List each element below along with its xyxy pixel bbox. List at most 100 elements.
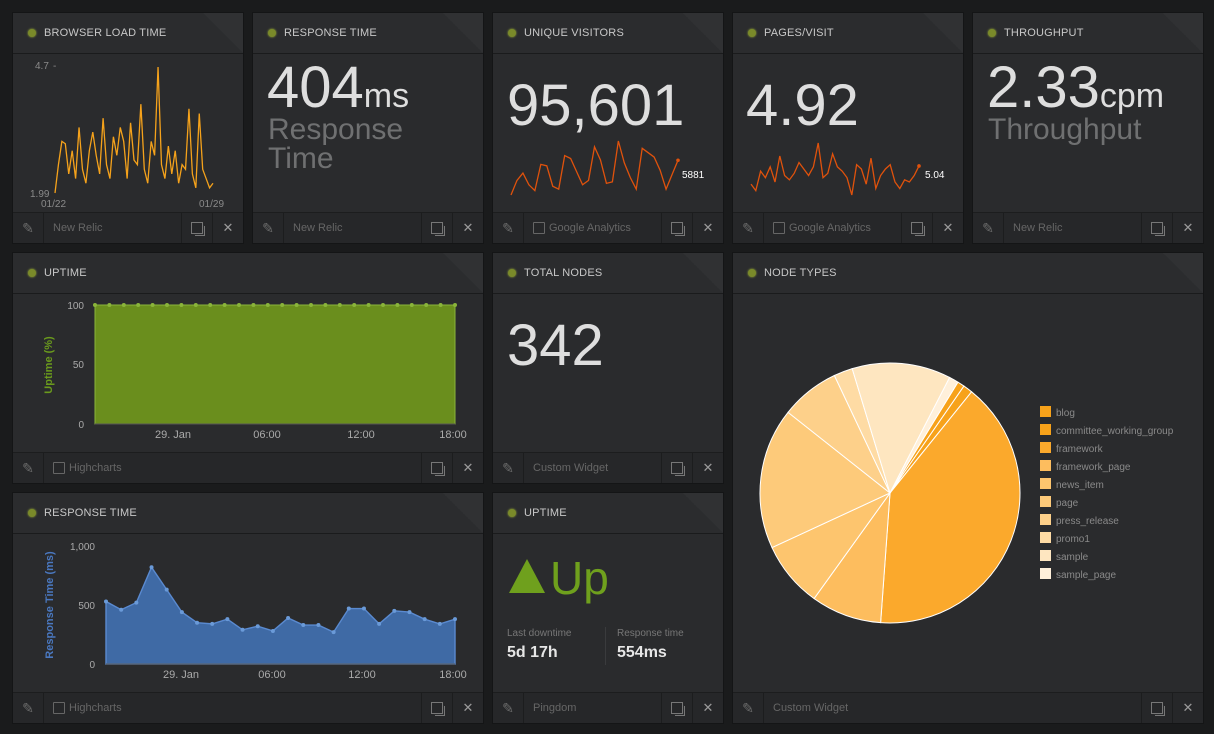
widget-header[interactable]: RESPONSE TIME <box>253 13 483 54</box>
x-tick: 29. Jan <box>163 669 199 681</box>
widget-title: BROWSER LOAD TIME <box>44 27 167 39</box>
uptime-point <box>237 303 241 307</box>
widget-footer: ✎ Highcharts ✕ <box>13 692 483 723</box>
widget-header[interactable]: NODE TYPES <box>733 253 1203 294</box>
throughput-subtitle: Throughput <box>988 113 1142 146</box>
widget-header[interactable]: UPTIME <box>13 253 483 294</box>
uptime-point <box>309 303 313 307</box>
pages-visit-last-point <box>917 164 921 168</box>
widget-header[interactable]: UNIQUE VISITORS <box>493 13 723 54</box>
uptime-point <box>179 303 184 307</box>
uptime-point <box>337 303 342 307</box>
widget-header[interactable]: UPTIME <box>493 493 723 534</box>
pages-visit-sparkline: 5.04 <box>750 142 945 196</box>
legend-item-sample[interactable]: sample <box>1056 552 1089 563</box>
response-time-point <box>134 600 139 605</box>
edit-pencil-icon[interactable]: ✎ <box>253 213 284 243</box>
edit-pencil-icon[interactable]: ✎ <box>493 693 524 723</box>
uptime-point <box>438 303 443 307</box>
y-tick: 0 <box>89 660 95 671</box>
browser-load-time-widget: BROWSER LOAD TIME 4.7 - 1.99 01/22 01/29… <box>12 12 244 244</box>
close-icon[interactable]: ✕ <box>1182 220 1194 235</box>
status-dot-icon <box>508 29 516 37</box>
total-nodes-value: 342 <box>507 313 604 378</box>
last-downtime-value: 5d 17h <box>507 644 558 661</box>
widget-title: TOTAL NODES <box>524 267 603 279</box>
legend-item-promo1[interactable]: promo1 <box>1056 534 1090 545</box>
edit-pencil-icon[interactable]: ✎ <box>493 213 524 243</box>
duplicate-icon[interactable] <box>901 213 933 243</box>
duplicate-icon[interactable] <box>1141 213 1173 243</box>
x-tick: 06:00 <box>258 669 286 681</box>
uptime-y-axis-title: Uptime (%) <box>43 336 55 394</box>
close-icon[interactable]: ✕ <box>462 220 474 235</box>
duplicate-icon[interactable] <box>661 453 693 483</box>
browser-load-line <box>54 66 214 194</box>
widget-header[interactable]: PAGES/VISIT <box>733 13 963 54</box>
legend-item-page[interactable]: page <box>1056 498 1079 509</box>
uptime-point <box>265 303 270 307</box>
pie-slice-sample-page[interactable] <box>889 376 959 494</box>
response-time-widget: RESPONSE TIME 404ms Response Time ✎ New … <box>252 12 484 244</box>
legend-item-press-release[interactable]: press_release <box>1056 516 1119 527</box>
node-types-pie-chart: blog committee_working_group framework fram… <box>759 362 1174 624</box>
response-time-point <box>361 606 366 611</box>
close-icon[interactable]: ✕ <box>222 220 234 235</box>
widget-title: PAGES/VISIT <box>764 27 834 39</box>
widget-footer: ✎ Highcharts ✕ <box>13 452 483 483</box>
edit-pencil-icon[interactable]: ✎ <box>13 693 44 723</box>
edit-pencil-icon[interactable]: ✎ <box>13 453 44 483</box>
close-icon[interactable]: ✕ <box>702 700 714 715</box>
close-icon[interactable]: ✕ <box>462 700 474 715</box>
widget-title: RESPONSE TIME <box>284 27 377 39</box>
y-tick: 500 <box>78 601 95 612</box>
pie-slice-page[interactable] <box>759 411 891 549</box>
response-time-point <box>225 617 230 622</box>
uptime-point <box>323 303 328 307</box>
status-dot-icon <box>28 29 36 37</box>
source-label: Custom Widget <box>533 462 609 474</box>
uptime-point <box>366 303 371 307</box>
x-tick: 12:00 <box>348 669 376 681</box>
uptime-point <box>136 303 141 307</box>
close-icon[interactable]: ✕ <box>942 220 954 235</box>
duplicate-icon[interactable] <box>421 693 453 723</box>
legend-item-framework-page[interactable]: framework_page <box>1056 462 1131 473</box>
duplicate-icon[interactable] <box>181 213 213 243</box>
widget-header[interactable]: TOTAL NODES <box>493 253 723 294</box>
response-time-subtitle: Response Time <box>268 113 404 175</box>
response-time-point <box>331 630 336 635</box>
close-icon[interactable]: ✕ <box>462 460 474 475</box>
edit-pencil-icon[interactable]: ✎ <box>973 213 1004 243</box>
legend-item-blog[interactable]: blog <box>1056 408 1075 419</box>
status-dot-icon <box>748 269 756 277</box>
uptime-chart-widget: UPTIME Uptime (%) 100 50 0 29. Jan 06:00… <box>12 252 484 484</box>
pie-slice-framework[interactable] <box>880 391 1021 624</box>
duplicate-icon[interactable] <box>421 213 453 243</box>
legend-item-framework[interactable]: framework <box>1056 444 1104 455</box>
widget-footer: ✎ Pingdom ✕ <box>493 692 723 723</box>
widget-header[interactable]: THROUGHPUT <box>973 13 1203 54</box>
edit-pencil-icon[interactable]: ✎ <box>493 453 524 483</box>
uptime-point <box>251 303 256 307</box>
duplicate-icon[interactable] <box>661 693 693 723</box>
edit-pencil-icon[interactable]: ✎ <box>13 213 44 243</box>
pie-slice-sample[interactable] <box>851 362 951 495</box>
widget-footer: ✎ Custom Widget ✕ <box>493 452 723 483</box>
close-icon[interactable]: ✕ <box>702 460 714 475</box>
legend-item-sample-page[interactable]: sample_page <box>1056 570 1116 581</box>
uptime-status-widget: UPTIME Up Last downtime 5d 17h Response … <box>492 492 724 724</box>
close-icon[interactable]: ✕ <box>702 220 714 235</box>
status-dot-icon <box>748 29 756 37</box>
close-icon[interactable]: ✕ <box>1182 700 1194 715</box>
legend-item-news-item[interactable]: news_item <box>1056 480 1104 491</box>
legend-item-committee-working-group[interactable]: committee_working_group <box>1056 426 1174 437</box>
duplicate-icon[interactable] <box>421 453 453 483</box>
edit-pencil-icon[interactable]: ✎ <box>733 213 764 243</box>
duplicate-icon[interactable] <box>661 213 693 243</box>
edit-pencil-icon[interactable]: ✎ <box>733 693 764 723</box>
widget-header[interactable]: BROWSER LOAD TIME <box>13 13 243 54</box>
widget-title: UNIQUE VISITORS <box>524 27 624 39</box>
widget-header[interactable]: RESPONSE TIME <box>13 493 483 534</box>
duplicate-icon[interactable] <box>1141 693 1173 723</box>
